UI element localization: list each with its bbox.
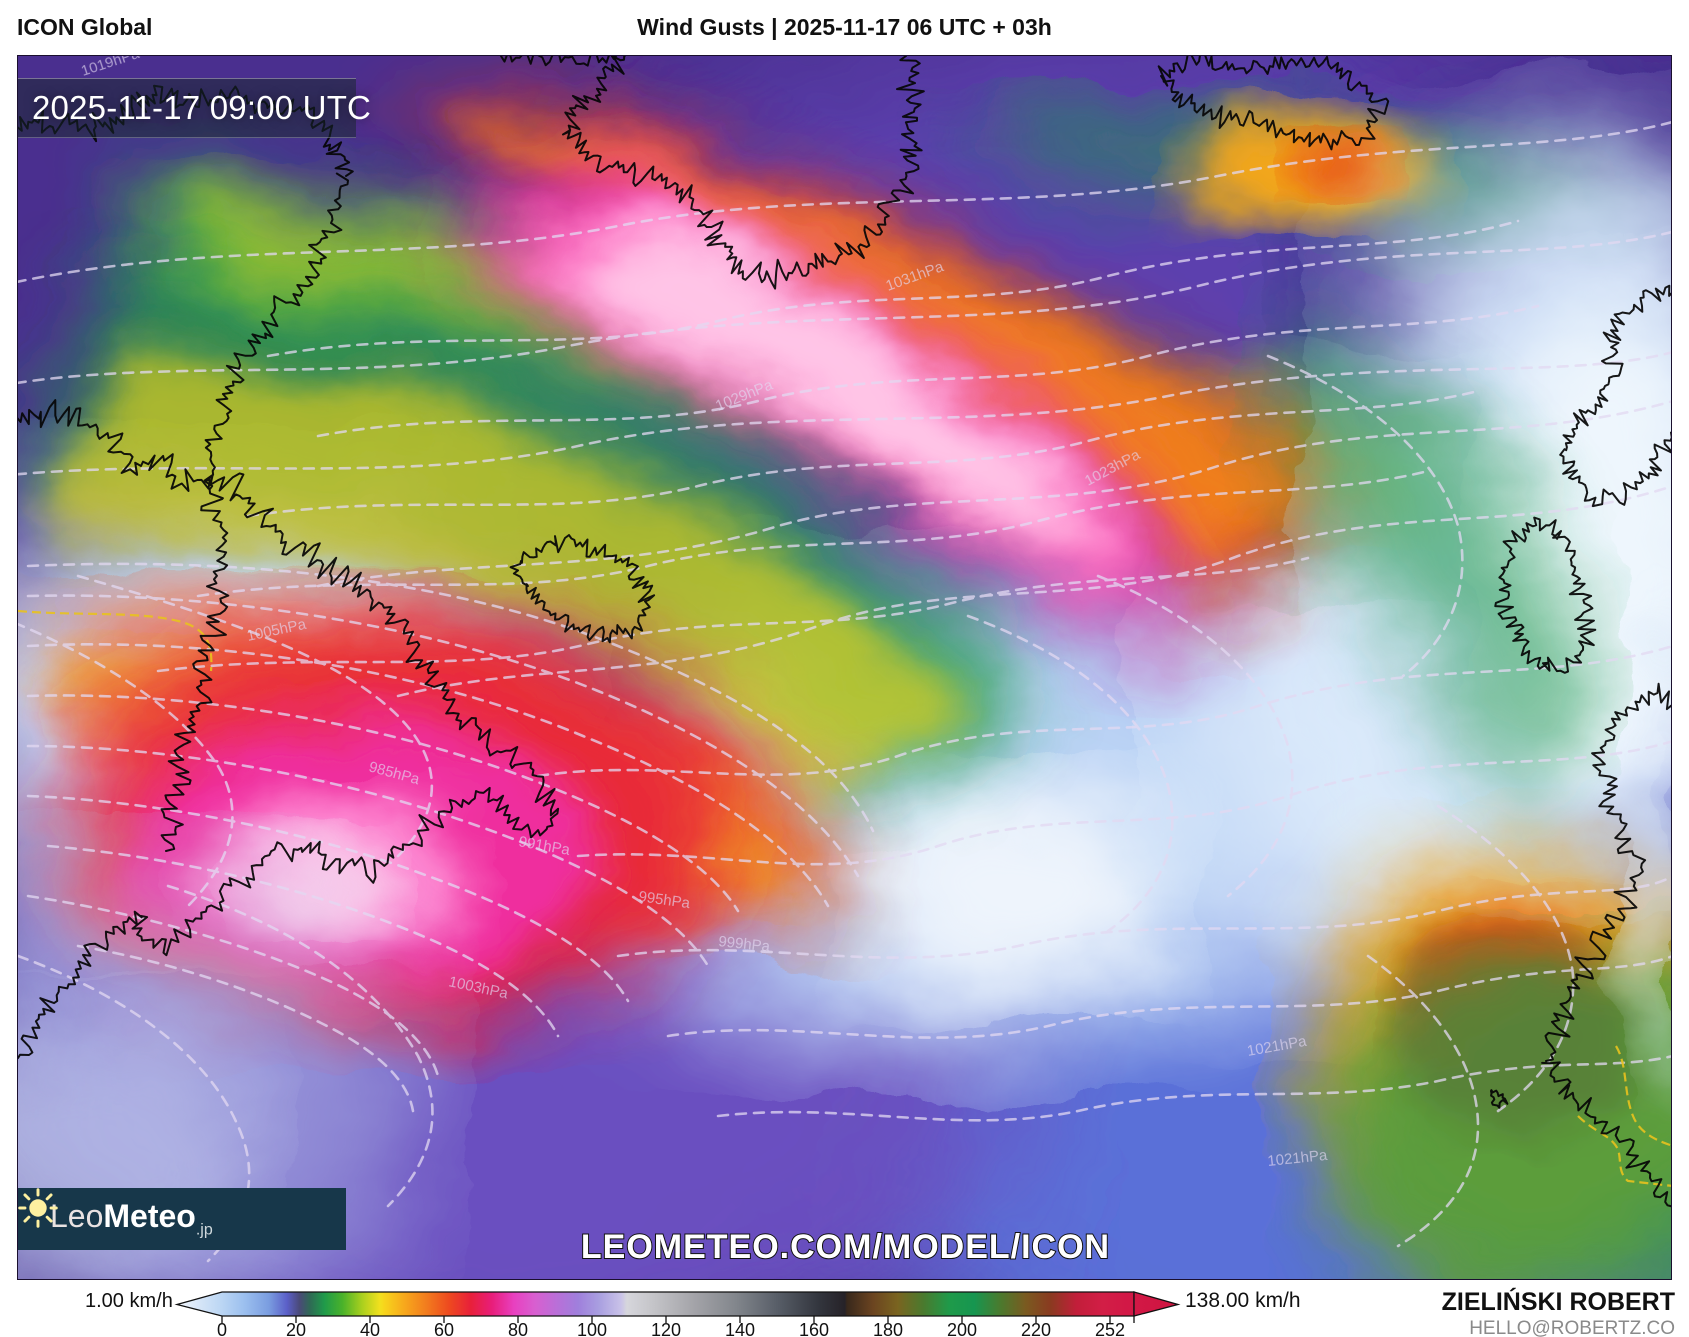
- svg-text:140: 140: [725, 1320, 755, 1337]
- svg-text:120: 120: [651, 1320, 681, 1337]
- svg-text:20: 20: [286, 1320, 306, 1337]
- svg-text:180: 180: [873, 1320, 903, 1337]
- svg-text:0: 0: [217, 1320, 227, 1337]
- svg-text:40: 40: [360, 1320, 380, 1337]
- svg-text:220: 220: [1021, 1320, 1051, 1337]
- svg-text:160: 160: [799, 1320, 829, 1337]
- svg-text:200: 200: [947, 1320, 977, 1337]
- svg-text:60: 60: [434, 1320, 454, 1337]
- svg-text:80: 80: [508, 1320, 528, 1337]
- svg-text:100: 100: [577, 1320, 607, 1337]
- svg-text:252: 252: [1095, 1320, 1125, 1337]
